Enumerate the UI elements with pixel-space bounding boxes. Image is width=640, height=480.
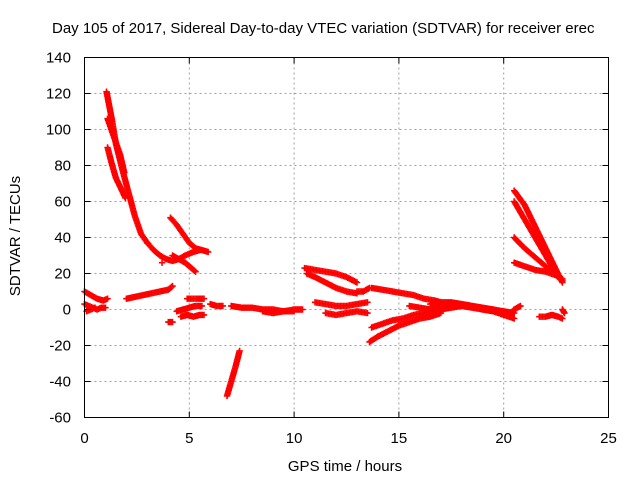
data-point (510, 315, 518, 322)
data-point (517, 302, 524, 310)
series-arc-19 (259, 306, 306, 317)
y-tick-label: 120 (46, 86, 71, 103)
x-tick-label: 25 (600, 430, 617, 447)
series-arc-03 (104, 144, 129, 202)
series-arc-23 (322, 308, 371, 319)
x-axis-title: GPS time / hours (288, 458, 402, 475)
series-arc-24 (353, 284, 373, 295)
series-arc-20 (301, 264, 361, 286)
series-arc-37 (559, 306, 568, 317)
y-tick-label: 80 (54, 158, 71, 175)
series-arc-16 (207, 300, 227, 310)
data-point (236, 347, 243, 355)
series-arc-17 (223, 347, 243, 400)
series-arc-05 (167, 214, 212, 256)
y-tick-labels: -60 -40 -20 0 20 40 60 80 100 120 140 (46, 50, 71, 427)
data-point (561, 309, 568, 317)
data-point (191, 267, 198, 274)
y-tick-label: 20 (54, 266, 71, 283)
x-tick-label: 5 (185, 430, 193, 447)
chart-title: Day 105 of 2017, Sidereal Day-to-day VTE… (52, 20, 595, 37)
y-tick-label: 0 (63, 302, 71, 319)
data-point (104, 295, 111, 302)
series-arc-02 (104, 115, 128, 176)
x-tick-label: 15 (391, 430, 408, 447)
series-arc-21 (303, 270, 361, 297)
data-point (192, 268, 199, 275)
data-point (169, 282, 176, 290)
axis-ticks (84, 57, 609, 418)
x-tick-labels: 0 5 10 15 20 25 (80, 430, 617, 447)
series-arc-08 (81, 288, 111, 304)
data-point (353, 279, 361, 286)
series-arc-22 (311, 299, 371, 310)
data-point (168, 283, 175, 291)
data-point (102, 304, 109, 311)
data-point (200, 311, 208, 319)
data-point (364, 309, 371, 317)
data-point (559, 315, 566, 322)
series-arc-30 (437, 302, 518, 322)
y-axis-title: SDTVAR / TECUs (7, 176, 24, 296)
x-tick-label: 10 (286, 430, 303, 447)
series-arc-11 (123, 282, 176, 302)
data-point (200, 295, 208, 302)
y-tick-label: 140 (46, 50, 71, 67)
series-arc-13 (173, 302, 206, 315)
data-point (122, 194, 129, 202)
y-tick-label: -40 (49, 374, 71, 391)
grid-lines (84, 57, 609, 418)
y-tick-label: -20 (49, 338, 71, 355)
y-tick-label: 60 (54, 194, 71, 211)
data-markers (81, 88, 568, 400)
data-point (169, 318, 176, 326)
series-arc-06 (169, 252, 199, 275)
data-point (91, 304, 99, 311)
data-point (121, 169, 128, 176)
series-arc-14 (177, 311, 208, 320)
x-tick-label: 20 (495, 430, 512, 447)
data-point (219, 302, 227, 310)
series-arc-36 (536, 311, 566, 322)
series-arc-31 (506, 302, 524, 319)
data-point (198, 302, 206, 310)
series-arc-26 (366, 309, 445, 346)
y-tick-label: 100 (46, 122, 71, 139)
series-arc-25 (368, 284, 445, 306)
data-point (559, 275, 566, 283)
data-point (364, 299, 371, 306)
data-point (158, 259, 166, 266)
series-arc-33 (510, 198, 560, 277)
series-arc-35 (510, 259, 566, 283)
y-tick-label: 40 (54, 230, 71, 247)
series-arc-15 (184, 295, 208, 302)
x-tick-label: 0 (80, 430, 88, 447)
series-arc-07 (158, 259, 166, 266)
series-arc-12 (165, 318, 176, 326)
y-tick-label: -60 (49, 410, 71, 427)
data-point (204, 248, 212, 256)
data-point (299, 306, 306, 313)
